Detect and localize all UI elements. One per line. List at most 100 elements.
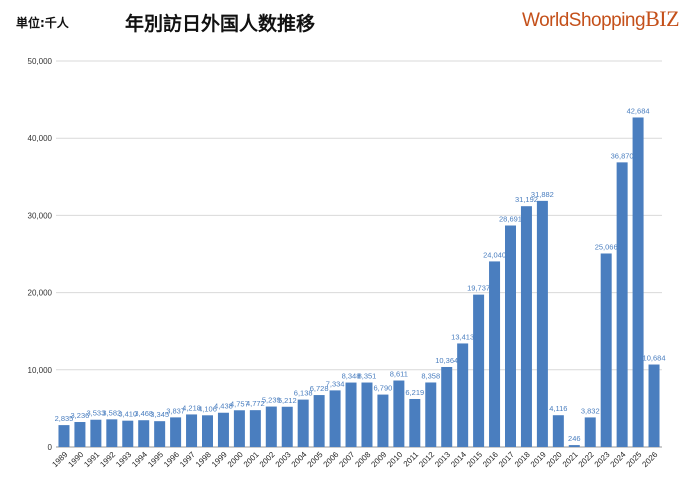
- data-label: 4,438: [214, 402, 233, 411]
- x-tick-label: 2016: [481, 450, 500, 469]
- x-tick-label: 2015: [465, 450, 484, 469]
- bar-2010: [393, 380, 405, 447]
- x-tick-label: 2020: [545, 450, 564, 469]
- x-tick-label: 1991: [82, 450, 101, 469]
- data-label: 246: [568, 434, 581, 443]
- bar-2018: [520, 206, 532, 447]
- data-label: 8,358: [421, 371, 440, 380]
- bar-2002: [265, 406, 277, 447]
- bar-2000: [233, 410, 245, 447]
- data-label: 3,832: [581, 406, 600, 415]
- x-tick-label: 2021: [561, 450, 580, 469]
- bar-2026: [648, 364, 660, 447]
- x-tick-label: 2005: [306, 450, 325, 469]
- x-tick-label: 1994: [130, 450, 149, 469]
- bar-2004: [297, 399, 309, 447]
- y-tick-label: 40,000: [28, 134, 53, 143]
- data-label: 6,138: [294, 389, 313, 398]
- x-tick-label: 2024: [609, 450, 628, 469]
- x-tick-label: 2018: [513, 450, 532, 469]
- bar-2013: [441, 366, 453, 447]
- logo: WorldShoppingBIZ: [522, 6, 680, 31]
- bar-2009: [377, 394, 389, 447]
- bar-2003: [281, 406, 293, 447]
- x-tick-label: 2011: [402, 450, 421, 469]
- x-tick-label: 2003: [274, 450, 293, 469]
- x-tick-label: 2023: [593, 450, 612, 469]
- bar-2008: [361, 382, 373, 447]
- data-label: 4,218: [182, 403, 201, 412]
- bar-1994: [138, 420, 150, 447]
- bar-2006: [329, 390, 341, 447]
- data-label: 8,611: [390, 370, 408, 379]
- x-tick-label: 2010: [385, 450, 404, 469]
- data-label: 10,684: [643, 354, 666, 363]
- bar-2017: [505, 225, 516, 447]
- data-label: 4,757: [230, 399, 249, 408]
- data-label: 10,364: [435, 356, 458, 365]
- bar-1989: [58, 425, 70, 447]
- data-label: 4,772: [246, 399, 265, 408]
- bar-2014: [457, 343, 469, 447]
- y-tick-label: 10,000: [28, 366, 53, 375]
- x-tick-label: 1997: [178, 450, 197, 469]
- bar-2016: [489, 261, 501, 447]
- data-label: 28,691: [499, 215, 522, 224]
- bar-2023: [600, 253, 612, 447]
- y-tick-label: 20,000: [28, 289, 53, 298]
- data-label: 13,413: [451, 332, 474, 341]
- x-tick-label: 2026: [640, 450, 659, 469]
- data-label: 3,533: [86, 409, 105, 418]
- x-tick-label: 2014: [449, 450, 468, 469]
- bar-1993: [122, 420, 134, 447]
- unit-label: 単位:千人: [16, 16, 69, 30]
- bar-1997: [186, 414, 198, 447]
- x-tick-label: 2017: [497, 450, 516, 469]
- bar-1998: [202, 415, 213, 447]
- x-tick-label: 2022: [577, 450, 596, 469]
- bar-2019: [536, 200, 548, 447]
- bar-2025: [632, 117, 644, 447]
- bar-2022: [584, 417, 596, 447]
- y-tick-label: 50,000: [28, 57, 53, 66]
- data-label: 31,192: [515, 195, 538, 204]
- data-label: 3,410: [118, 410, 137, 419]
- x-tick-label: 1998: [194, 450, 213, 469]
- x-tick-label: 1993: [114, 450, 133, 469]
- data-label: 25,066: [595, 242, 618, 251]
- data-label: 7,334: [326, 379, 345, 388]
- data-label: 3,468: [134, 409, 153, 418]
- x-tick-label: 2013: [433, 450, 452, 469]
- bar-1999: [217, 412, 229, 447]
- bar-2024: [616, 162, 628, 448]
- data-label: 3,236: [71, 411, 90, 420]
- bar-2001: [249, 410, 261, 447]
- bar-1995: [154, 421, 166, 447]
- data-label: 24,040: [483, 250, 506, 259]
- bar-1996: [170, 417, 182, 447]
- bar-2020: [552, 415, 564, 447]
- data-label: 6,728: [310, 384, 329, 393]
- x-tick-label: 2019: [529, 450, 548, 469]
- x-tick-label: 1999: [210, 450, 229, 469]
- bar-2007: [345, 382, 357, 447]
- data-label: 36,870: [611, 151, 634, 160]
- x-tick-label: 2008: [353, 450, 372, 469]
- data-label: 5,212: [278, 396, 297, 405]
- bar-2015: [473, 294, 485, 447]
- x-tick-label: 1995: [146, 450, 165, 469]
- x-tick-label: 2025: [625, 450, 644, 469]
- x-tick-label: 2002: [258, 450, 277, 469]
- x-tick-label: 2006: [322, 450, 341, 469]
- x-tick-label: 2009: [369, 450, 388, 469]
- y-tick-label: 0: [48, 443, 53, 452]
- chart-title: 年別訪日外国人数推移: [125, 13, 316, 35]
- bar-2012: [425, 382, 437, 447]
- x-tick-label: 1996: [162, 450, 181, 469]
- x-tick-label: 1990: [66, 450, 85, 469]
- x-tick-label: 2004: [290, 450, 309, 469]
- x-tick-label: 2007: [337, 450, 356, 469]
- bar-2005: [313, 395, 325, 447]
- data-label: 42,684: [627, 106, 650, 115]
